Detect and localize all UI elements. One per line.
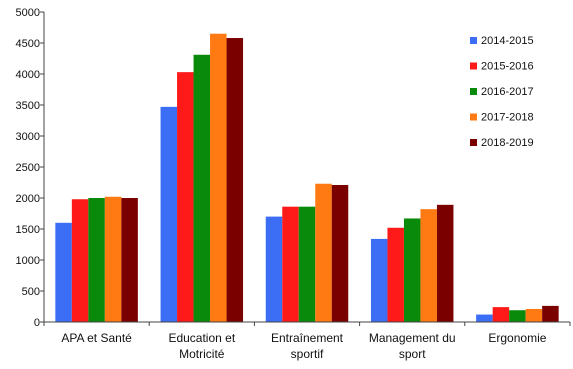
bar-2018-2019-4	[542, 305, 559, 322]
bar-2018-2019-0	[121, 198, 138, 322]
legend-label: 2017-2018	[481, 112, 534, 124]
y-tick-label: 0	[34, 317, 40, 329]
bar-2014-2015-4	[476, 314, 493, 322]
x-tick-label: Ergonomie	[488, 331, 546, 345]
y-tick-label: 4000	[16, 69, 40, 81]
y-tick-label: 2000	[16, 193, 40, 205]
y-tick-label: 2500	[16, 162, 40, 174]
bar-2015-2016-3	[387, 227, 404, 322]
x-tick-label: Entraînement	[271, 331, 344, 345]
x-tick-label: Management du	[369, 331, 456, 345]
bar-2014-2015-2	[265, 216, 283, 322]
x-tick-label: Education et	[168, 331, 235, 345]
bars-group	[55, 33, 559, 322]
x-axis: APA et Santé Education et Motricité Entraîn…	[43, 321, 571, 361]
x-tick-label: APA et Santé	[61, 331, 132, 345]
y-tick-label: 500	[22, 286, 40, 298]
legend-label: 2014-2015	[481, 35, 534, 47]
x-tick-label: sportif	[291, 347, 324, 361]
x-tick-label: sport	[399, 347, 426, 361]
y-tick-label: 4500	[16, 38, 40, 50]
bar-2016-2017-1	[193, 54, 211, 322]
bar-2016-2017-4	[509, 310, 526, 322]
bar-2015-2016-2	[282, 206, 299, 322]
y-tick-label: 1000	[16, 255, 40, 267]
legend: 2014-2015 2015-2016 2016-2017 2017-2018 2018…	[470, 35, 534, 149]
legend-swatch	[470, 37, 477, 44]
bar-2015-2016-1	[177, 72, 194, 322]
legend-label: 2015-2016	[481, 61, 534, 73]
x-tick-label: Motricité	[179, 347, 225, 361]
bar-2018-2019-1	[226, 38, 244, 322]
bar-2017-2018-4	[525, 308, 543, 322]
legend-swatch	[470, 113, 477, 121]
legend-swatch	[470, 88, 477, 95]
legend-label: 2016-2017	[481, 86, 534, 98]
y-tick-label: 5000	[16, 7, 40, 19]
y-tick-label: 3500	[16, 100, 40, 112]
bar-2018-2019-3	[436, 204, 454, 322]
bar-2015-2016-4	[492, 307, 510, 322]
bar-2017-2018-1	[210, 33, 227, 322]
bar-2016-2017-3	[403, 218, 421, 322]
bar-2017-2018-3	[420, 209, 437, 322]
legend-swatch	[470, 139, 477, 146]
y-tick-label: 1500	[16, 224, 40, 236]
y-axis: 0 500 1000 1500 2000 2500 3000 3500 4000…	[16, 7, 45, 329]
bar-2018-2019-2	[331, 184, 349, 322]
bar-2016-2017-0	[88, 198, 105, 322]
y-tick-label: 3000	[16, 131, 40, 143]
bar-2014-2015-3	[370, 238, 388, 322]
legend-swatch	[470, 62, 477, 70]
bar-2016-2017-2	[298, 206, 316, 322]
bar-2015-2016-0	[71, 199, 89, 322]
bar-2017-2018-0	[104, 196, 122, 322]
bar-2017-2018-2	[315, 183, 332, 322]
bar-2014-2015-1	[160, 106, 178, 322]
legend-label: 2018-2019	[481, 137, 534, 149]
bar-2014-2015-0	[55, 222, 72, 322]
